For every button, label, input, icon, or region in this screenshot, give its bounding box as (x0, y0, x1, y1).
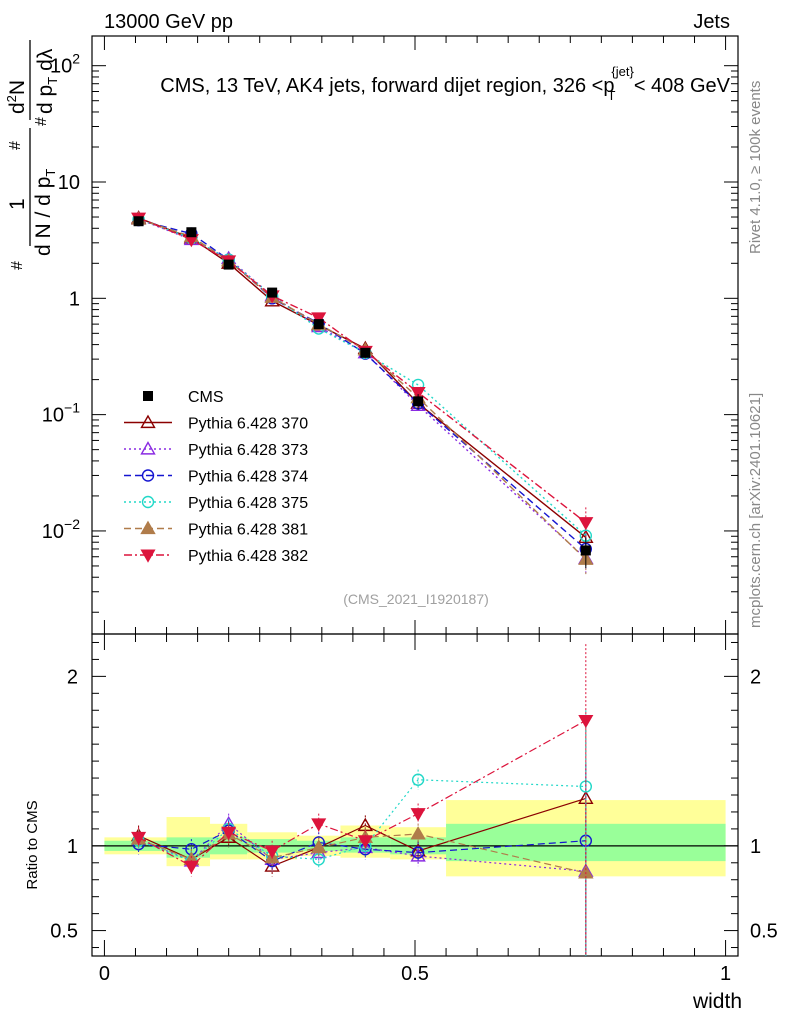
ratio-point (183, 860, 199, 874)
legend-marker (141, 495, 155, 509)
legend-marker (140, 441, 156, 455)
main-series-layer (130, 210, 594, 575)
legend-label: Pythia 6.428 373 (188, 442, 308, 459)
legend-item: CMS (143, 389, 224, 406)
legend-item: Pythia 6.428 375 (124, 495, 308, 512)
y-tick-label-right: 1 (750, 836, 761, 858)
legend-marker (140, 414, 156, 429)
x-tick-label: 0.5 (401, 963, 429, 985)
data-point (580, 545, 591, 556)
y-tick-label-right: 2 (750, 666, 761, 688)
legend-marker (140, 549, 156, 563)
data-point (313, 319, 324, 330)
series-pythia-6-428-382 (131, 212, 594, 538)
data-point (578, 517, 594, 531)
legend-item: Pythia 6.428 370 (124, 414, 308, 433)
ylabel-d2n: d2N (4, 80, 29, 114)
legend-item: Pythia 6.428 373 (124, 441, 308, 459)
legend: CMS Pythia 6.428 370 Pythia 6.428 373 Pythi… (124, 389, 308, 565)
category-label: Jets (693, 11, 730, 33)
ratio-point (410, 826, 426, 840)
ratio-point (411, 773, 425, 786)
ratio-ylabel: Ratio to CMS (24, 800, 41, 889)
main-axis-ticks: 102 10 1 10−1 10−2 (42, 36, 738, 634)
data-point (311, 312, 327, 326)
ylabel-hash-2: # (7, 141, 24, 150)
legend-label: CMS (188, 389, 224, 406)
x-tick-label: 0 (99, 963, 110, 985)
ratio-line (138, 719, 587, 867)
legend-label: Pythia 6.428 375 (188, 495, 308, 512)
energy-label: 13000 GeV pp (104, 11, 233, 33)
source-label: mcplots.cern.ch [arXiv:2401.10621] (747, 393, 764, 628)
data-point (267, 287, 278, 298)
y-tick-label: 1 (69, 288, 80, 310)
legend-item: Pythia 6.428 382 (124, 548, 308, 565)
plot-title: CMS, 13 TeV, AK4 jets, forward dijet reg… (160, 64, 730, 103)
legend-label: Pythia 6.428 374 (188, 469, 308, 486)
y-tick-label: 2 (67, 666, 78, 688)
y-tick-label: 0.5 (50, 921, 78, 943)
legend-label: Pythia 6.428 370 (188, 416, 308, 433)
ratio-point (410, 848, 426, 862)
y-tick-label: 1 (67, 836, 78, 858)
main-plot-frame (91, 35, 739, 635)
ratio-point (410, 808, 426, 822)
ratio-axis-ticks: 0.5 0.5 1 1 2 2 0 0.5 1 (50, 634, 778, 985)
x-axis-label: width (692, 990, 742, 1013)
ratio-point (264, 845, 280, 859)
ylabel-one: 1 (6, 198, 29, 210)
ratio-point (131, 831, 147, 846)
ratio-point (578, 714, 594, 729)
ratio-plot-frame (91, 633, 739, 957)
ylabel-hash-3: # (33, 117, 50, 126)
x-tick-label: 1 (720, 963, 731, 985)
ratio-point (411, 846, 425, 859)
data-point (223, 259, 234, 270)
ratio-line (138, 823, 586, 872)
ratio-line (138, 833, 586, 874)
data-point (360, 347, 371, 358)
ratio-point (311, 818, 327, 832)
series-line (138, 218, 587, 560)
series-line (138, 217, 587, 538)
data-point (413, 396, 424, 407)
series-cms (133, 216, 591, 569)
ylabel-denominator: d pTdλ (34, 48, 60, 114)
ratio-line (138, 829, 586, 862)
ylabel-hash-1: # (9, 261, 26, 270)
y-tick-label: 10−1 (42, 400, 80, 427)
ratio-series-layer (130, 644, 594, 956)
legend-marker (140, 520, 156, 535)
y-tick-label: 10−2 (42, 516, 80, 543)
data-point (133, 216, 144, 227)
legend-marker (143, 391, 153, 401)
ratio-series-pythia-6-428-382 (131, 644, 594, 956)
legend-marker (141, 469, 155, 482)
data-point (410, 387, 426, 401)
ratio-point (357, 835, 373, 849)
ratio-point (221, 826, 237, 840)
y-tick-label: 10 (58, 172, 80, 194)
ratio-line (138, 779, 586, 862)
ratio-point (311, 839, 327, 854)
data-point (186, 227, 197, 238)
series-line (138, 218, 587, 537)
legend-label: Pythia 6.428 381 (188, 522, 308, 539)
y-tick-label-right: 0.5 (750, 921, 778, 943)
main-ylabel: # 1 d N / d pT # d2N # d pTdλ (4, 40, 60, 270)
y-tick-label: 102 (50, 51, 80, 78)
legend-item: Pythia 6.428 381 (124, 520, 308, 539)
series-line (138, 217, 587, 524)
ylabel-dn: d N / d pT (32, 169, 58, 256)
legend-label: Pythia 6.428 382 (188, 548, 308, 565)
rivet-label: Rivet 4.1.0, ≥ 100k events (747, 81, 764, 254)
analysis-id: (CMS_2021_I1920187) (343, 591, 489, 607)
legend-item: Pythia 6.428 374 (124, 469, 308, 486)
